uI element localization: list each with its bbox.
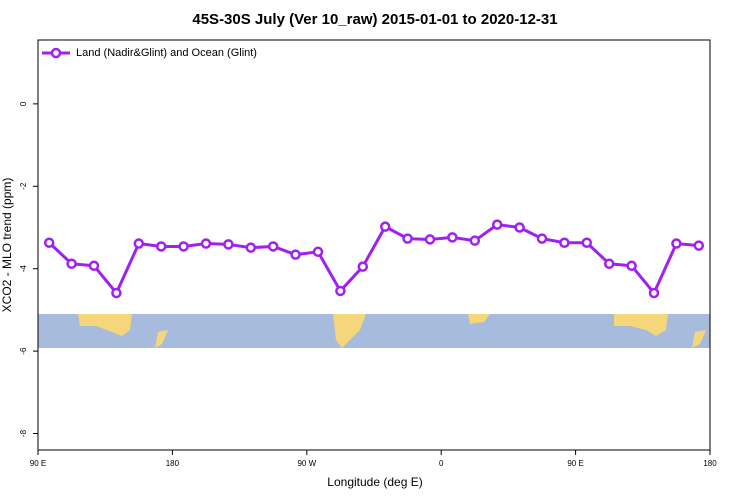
point [267,241,279,252]
point [133,238,145,249]
y-tick-label: -8 [19,429,28,437]
point [581,237,593,248]
point [200,238,212,249]
point [245,242,257,253]
y-tick-label: -6 [19,347,28,355]
point [357,261,369,272]
x-tick-label: 0 [439,459,444,468]
point [402,233,413,244]
map-strip [38,314,710,348]
legend-label: Land (Nadir&Glint) and Ocean (Glint) [76,47,257,59]
land [692,330,706,348]
chart-title: 45S-30S July (Ver 10_raw) 2015-01-01 to … [192,11,557,28]
legend-marker [50,47,62,59]
land [155,330,168,348]
x-tick-label: 90 W [297,459,316,468]
ocean [38,314,710,348]
point [155,241,167,252]
y-tick-label: 0 [19,101,28,106]
point [312,246,324,258]
point [559,237,570,248]
x-tick-label: 180 [703,459,717,468]
land [614,314,668,336]
point [290,249,301,260]
point [223,239,234,250]
plot-frame [37,39,711,451]
point [491,219,503,230]
point [469,235,481,246]
x-tick-label: 180 [166,459,180,468]
point [424,234,436,245]
x-tick-label: 90 E [30,459,46,468]
point [88,260,100,272]
land [78,314,132,336]
legend: Land (Nadir&Glint) and Ocean (Glint) [42,47,257,59]
land [333,314,366,348]
point [648,287,660,299]
series-line [48,223,699,296]
point [693,240,705,251]
point [66,258,77,269]
point [379,221,391,232]
point [111,287,122,299]
point [536,233,548,244]
y-tick-label: -2 [19,182,28,190]
x-tick-label: 90 E [567,459,583,468]
point [514,222,525,233]
point [603,258,615,269]
point [671,238,682,249]
point [335,285,346,297]
x-axis-label: Longitude (deg E) [327,475,422,489]
point [43,237,55,248]
point [447,232,458,243]
land [468,314,490,324]
point [178,241,189,252]
y-axis-label: XCO2 - MLO trend (ppm) [0,178,14,313]
y-tick-label: -4 [19,265,28,273]
point [626,260,637,272]
